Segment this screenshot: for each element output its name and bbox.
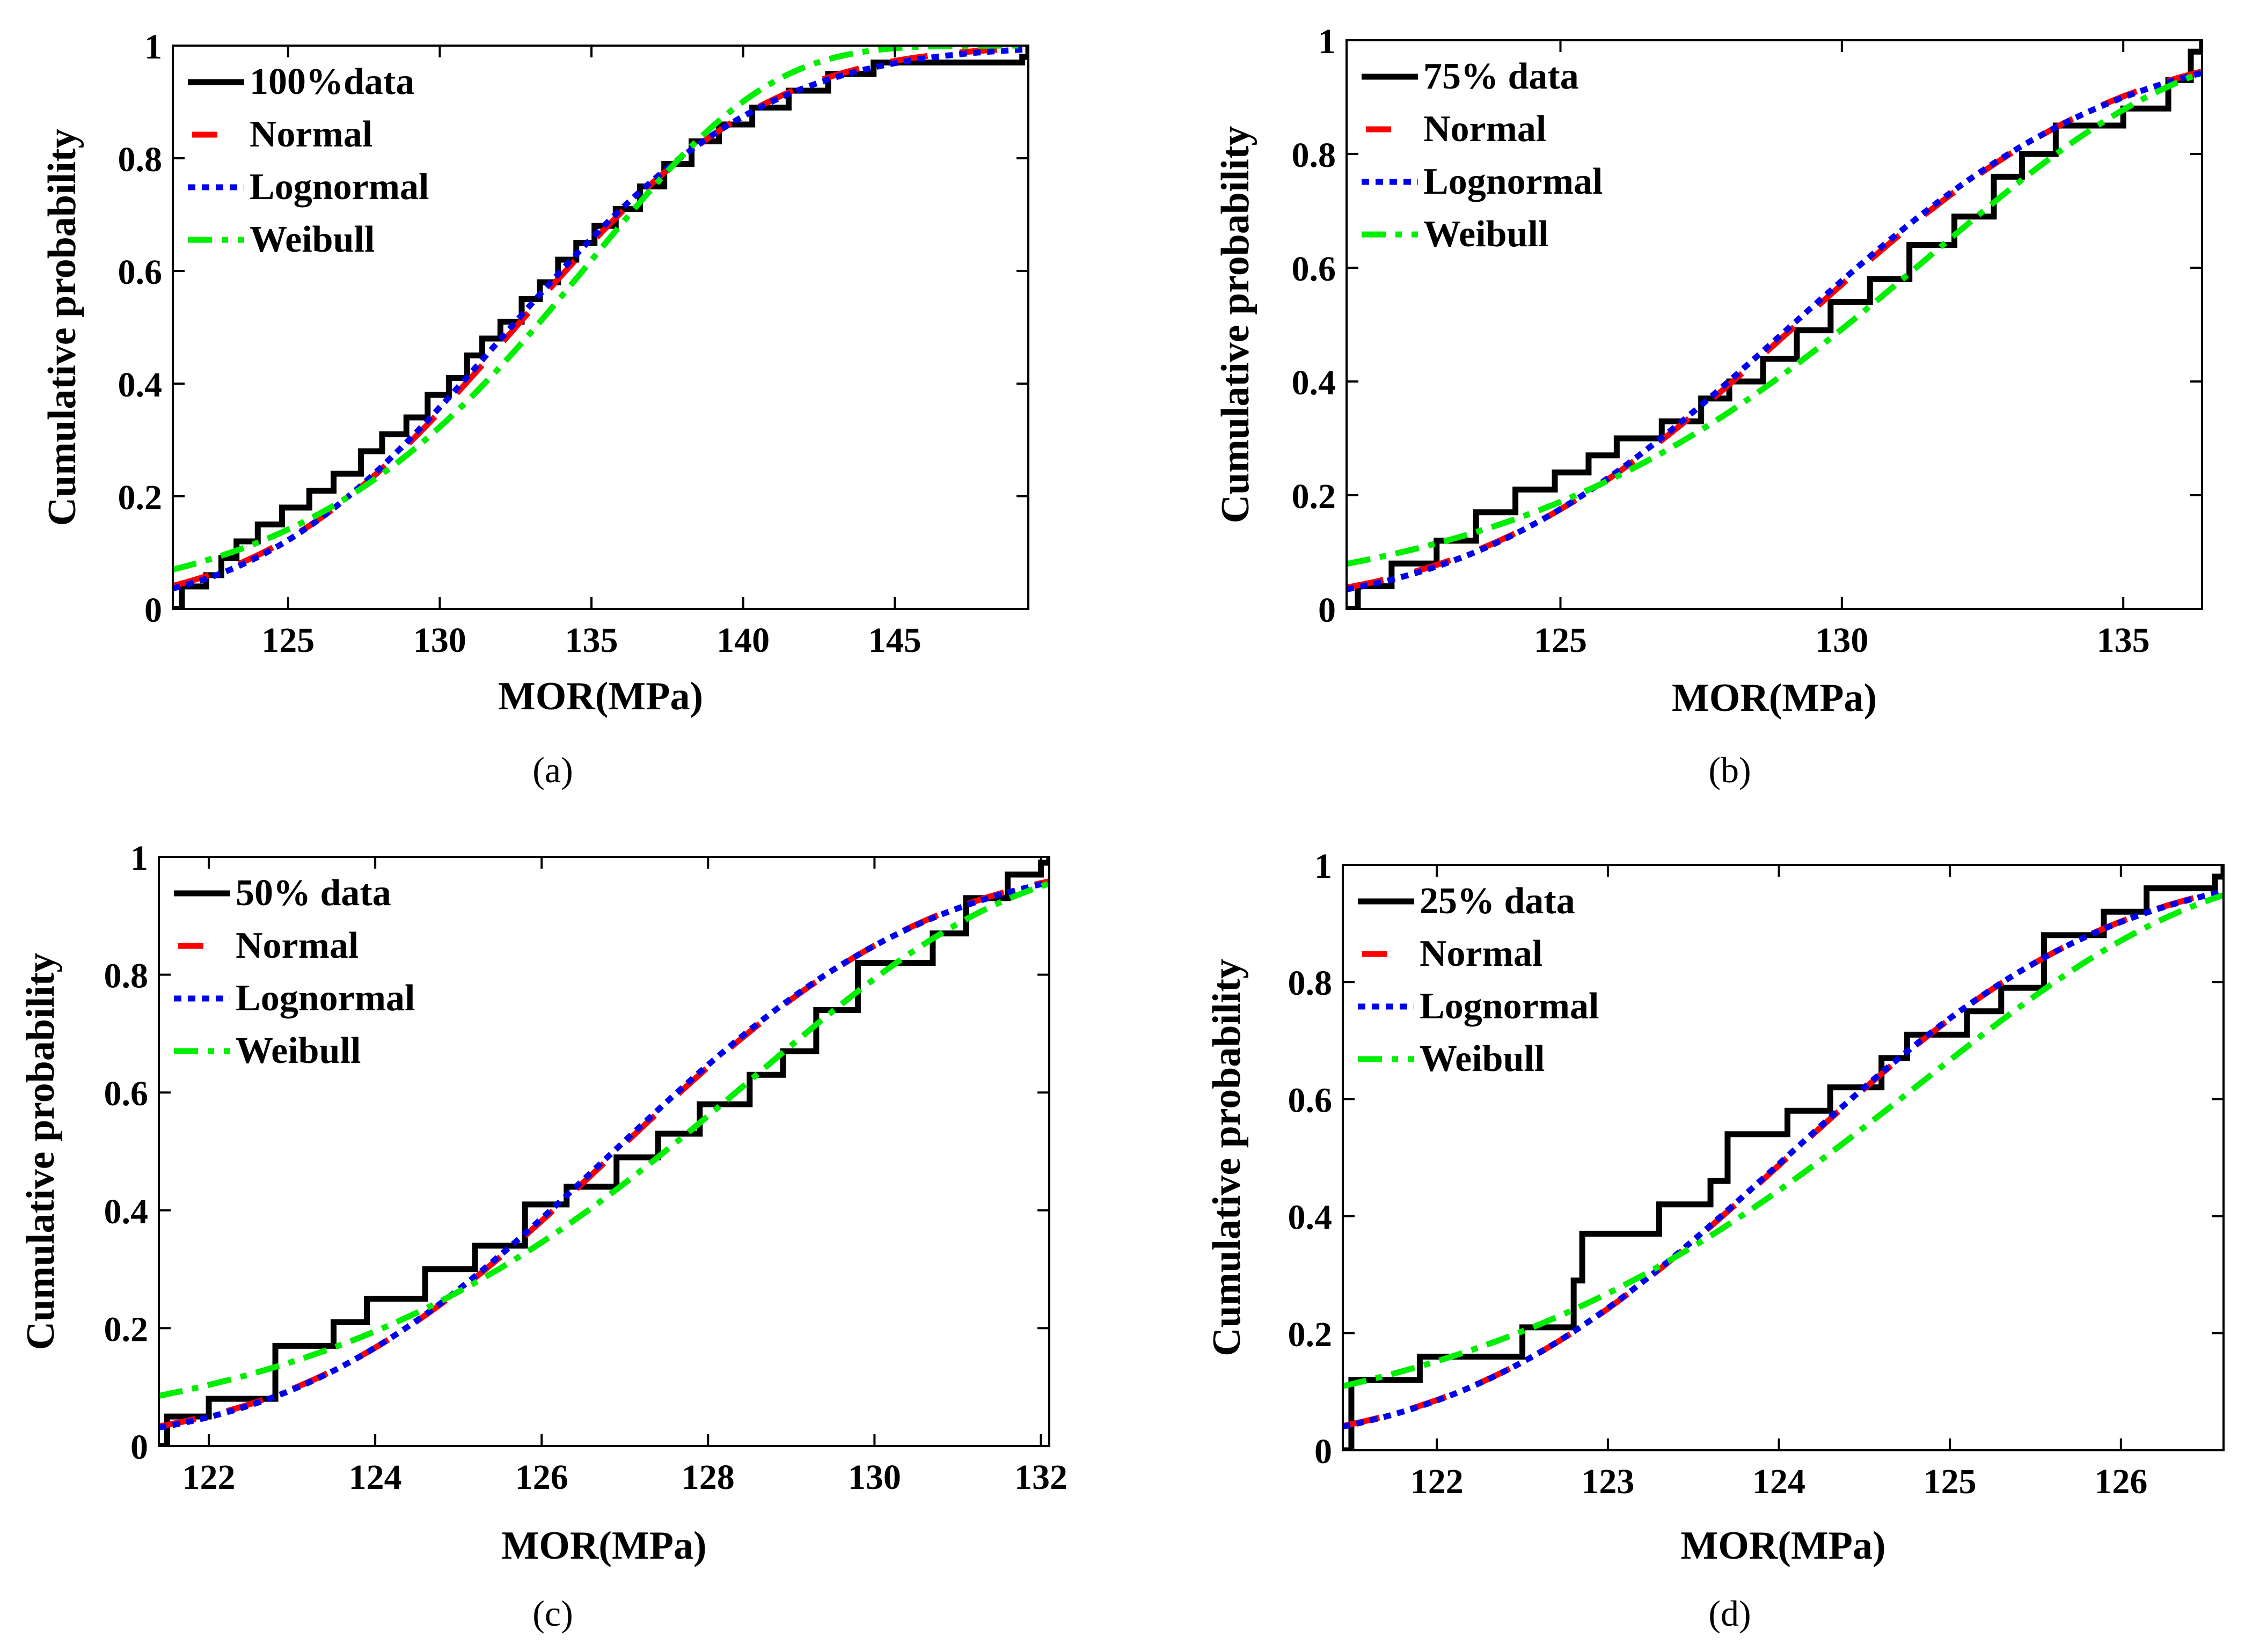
plot-area (159, 857, 1049, 1446)
y-tick-label: 0.4 (118, 365, 163, 405)
axes-frame (158, 856, 1050, 1447)
x-axis-title: MOR(MPa) (1672, 676, 1877, 720)
series-line-weibull (173, 46, 1028, 572)
x-tick-label: 126 (515, 1458, 568, 1497)
legend-entry-label: Normal (236, 925, 359, 966)
legend: 75% data Normal Lognormal Weibull (1362, 56, 1603, 255)
y-tick-label: 0 (1314, 1432, 1332, 1471)
x-tick-label: 140 (716, 621, 770, 660)
legend: 50% data Normal Lognormal Weibull (174, 872, 415, 1071)
legend: 25% data Normal Lognormal Weibull (1358, 880, 1599, 1080)
chart-panel-a: 125 130 135 140 145 0 0.2 0.4 0.6 0.8 1 MOR(MPa) Cum… (40, 27, 1029, 790)
y-tick-label: 0.8 (118, 140, 163, 179)
y-tick-label: 0.2 (1292, 477, 1336, 516)
x-tick-label: 145 (868, 621, 922, 660)
y-tick-label: 0 (1318, 591, 1336, 630)
panel-caption: (a) (532, 750, 573, 790)
y-tick-label: 0.6 (1292, 249, 1336, 289)
x-tick-label: 128 (682, 1458, 735, 1497)
x-tick-label: 130 (1815, 621, 1868, 660)
legend-entry-label: Normal (1423, 108, 1546, 150)
legend-entry-label: Lognormal (250, 166, 429, 208)
legend-entry-label: Weibull (1420, 1038, 1545, 1080)
plot-area (1343, 865, 2224, 1450)
y-tick-label: 1 (130, 839, 148, 878)
y-axis-title: Cumulative probability (1205, 959, 1249, 1356)
axes-frame (1342, 864, 2225, 1451)
legend-entry-label: 100%data (250, 61, 414, 102)
series-line-100-data (173, 46, 1028, 609)
x-tick-label: 126 (2094, 1462, 2147, 1501)
y-tick-label: 1 (144, 27, 162, 67)
x-tick-label: 132 (1014, 1458, 1067, 1497)
y-axis-title: Cumulative probability (1213, 126, 1257, 524)
y-tick-label: 0.6 (1288, 1081, 1333, 1120)
y-tick-label: 0.8 (104, 957, 149, 996)
x-tick-label: 123 (1581, 1462, 1634, 1501)
y-tick-label: 0.6 (118, 253, 163, 292)
y-tick-label: 1 (1318, 22, 1336, 61)
y-axis-title: Cumulative probability (40, 129, 84, 526)
panel-caption: (b) (1708, 750, 1751, 790)
panel-caption: (c) (532, 1593, 573, 1634)
x-tick-label: 130 (413, 621, 466, 660)
y-tick-label: 0 (130, 1428, 148, 1467)
legend-entry-label: Normal (1420, 933, 1542, 974)
series-line-weibull (159, 880, 1049, 1399)
y-tick-label: 0.8 (1288, 964, 1333, 1003)
x-axis-title: MOR(MPa) (501, 1524, 706, 1568)
legend-entry-label: Lognormal (1423, 161, 1603, 202)
y-tick-label: 0.4 (1288, 1198, 1333, 1237)
y-tick-label: 0.6 (104, 1074, 149, 1113)
x-tick-label: 124 (1752, 1462, 1805, 1501)
x-tick-label: 125 (1534, 621, 1587, 660)
legend-entry-label: Lognormal (1420, 986, 1599, 1027)
x-axis-title: MOR(MPa) (498, 674, 703, 718)
x-tick-label: 125 (261, 621, 315, 660)
legend-entry-label: 50% data (236, 872, 391, 914)
plot-area (1347, 40, 2202, 609)
axes-frame (1345, 39, 2203, 610)
panel-caption: (d) (1708, 1593, 1751, 1634)
y-axis-title: Cumulative probability (19, 953, 63, 1350)
series-line-lognormal (173, 46, 1028, 592)
y-tick-label: 0.4 (1292, 363, 1336, 402)
series-line-weibull (1347, 70, 2202, 567)
legend-entry-label: 25% data (1420, 880, 1575, 922)
x-tick-label: 124 (349, 1458, 402, 1497)
plot-area (173, 46, 1028, 609)
y-tick-label: 0.2 (1288, 1315, 1333, 1354)
x-tick-label: 122 (1410, 1462, 1464, 1501)
legend-entry-label: Weibull (236, 1030, 361, 1071)
series-line-lognormal (1343, 889, 2224, 1430)
y-tick-label: 0.8 (1292, 136, 1336, 175)
chart-panel-b: 125 130 135 0 0.2 0.4 0.6 0.8 1 MOR(MPa) Cumulativ… (1213, 22, 2203, 790)
y-tick-label: 0.4 (104, 1192, 149, 1231)
legend-entry-label: Normal (250, 114, 372, 155)
axes-frame (172, 45, 1029, 610)
legend-entry-label: Weibull (1423, 214, 1548, 255)
chart-panel-d: 122 123 124 125 126 0 0.2 0.4 0.6 0.8 1 MOR(MPa) Cum… (1205, 847, 2225, 1634)
y-tick-label: 0.2 (104, 1310, 149, 1349)
legend-entry-label: 75% data (1423, 56, 1579, 97)
y-tick-label: 1 (1314, 847, 1332, 886)
legend-entry-label: Lognormal (236, 978, 415, 1019)
x-tick-label: 135 (2097, 621, 2150, 660)
chart-panel-c: 122 124 126 128 130 132 0 0.2 0.4 0.6 0.8 1 MOR(MPa)… (19, 839, 1067, 1634)
y-tick-label: 0.2 (118, 478, 163, 517)
series-line-lognormal (159, 879, 1049, 1431)
legend: 100%data Normal Lognormal Weibull (188, 61, 429, 260)
series-line-weibull (1343, 892, 2224, 1389)
x-axis-title: MOR(MPa) (1680, 1524, 1885, 1568)
x-tick-label: 125 (1924, 1462, 1977, 1501)
series-line-normal (1347, 68, 2202, 591)
x-tick-label: 122 (182, 1458, 236, 1497)
x-tick-label: 130 (848, 1458, 901, 1497)
y-tick-label: 0 (144, 591, 162, 630)
legend-entry-label: Weibull (250, 219, 375, 260)
x-tick-label: 135 (565, 621, 618, 660)
